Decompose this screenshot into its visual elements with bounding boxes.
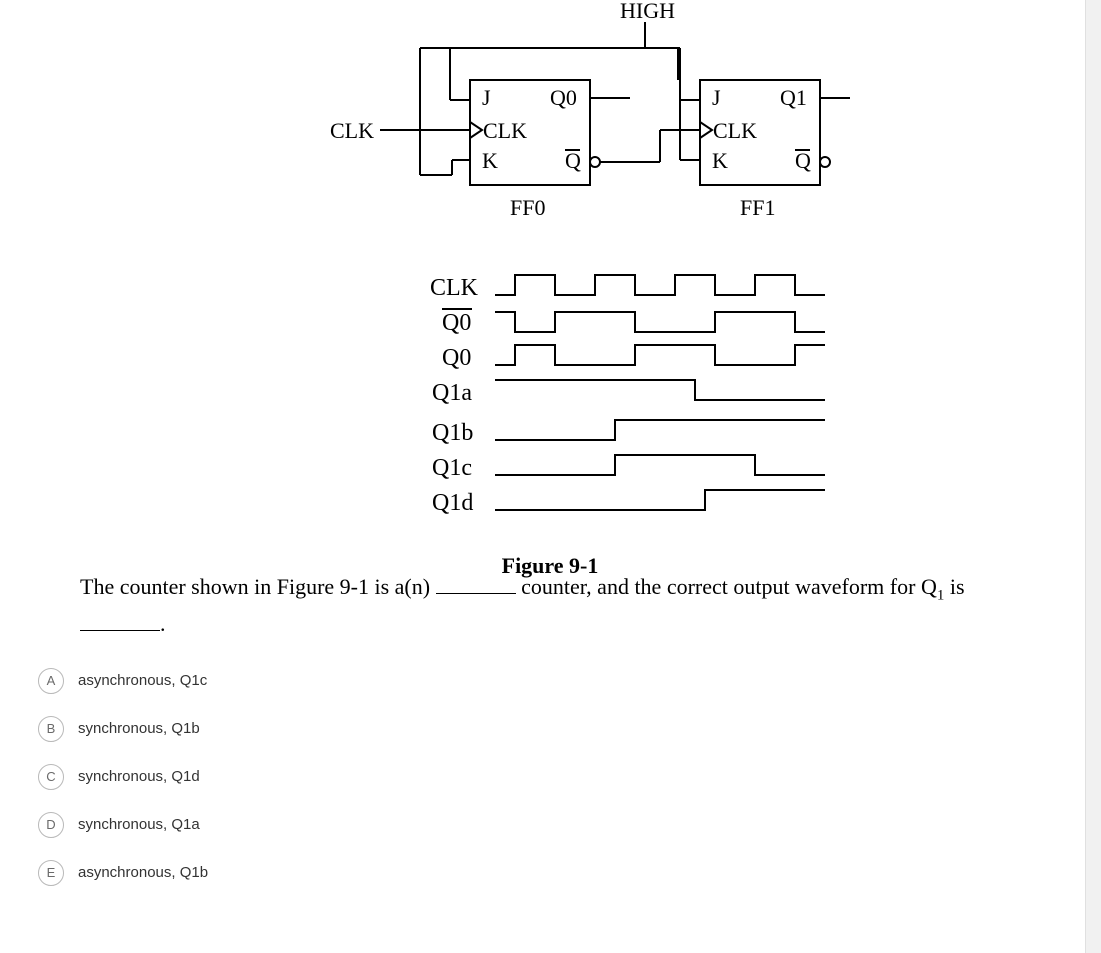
option-c-letter: C [38, 764, 64, 790]
ff0-j-label: J [482, 85, 491, 110]
option-c-text: synchronous, Q1d [78, 768, 200, 785]
ff0-name: FF0 [510, 195, 545, 220]
timing-label-q1b: Q1b [432, 420, 473, 446]
blank-2 [80, 609, 160, 631]
timing-label-q1d: Q1d [432, 490, 473, 516]
scrollbar-track[interactable] [1085, 0, 1101, 953]
option-d-text: synchronous, Q1a [78, 816, 200, 833]
ff0-clk-label: CLK [483, 118, 527, 143]
page-content: HIGH [20, 0, 1080, 908]
ff1-j-label: J [712, 85, 721, 110]
option-a-letter: A [38, 668, 64, 694]
question-text: The counter shown in Figure 9-1 is a(n) … [80, 570, 1040, 640]
timing-label-q0: Q0 [442, 345, 471, 371]
option-a-text: asynchronous, Q1c [78, 672, 207, 689]
timing-label-q1a: Q1a [432, 380, 472, 406]
option-d-letter: D [38, 812, 64, 838]
option-b-text: synchronous, Q1b [78, 720, 200, 737]
clk-source-label: CLK [330, 118, 374, 143]
svg-text:Q0: Q0 [442, 310, 471, 336]
ff1-k-label: K [712, 148, 728, 173]
option-c[interactable]: C synchronous, Q1d [38, 764, 1080, 790]
answer-options: A asynchronous, Q1c B synchronous, Q1b C… [38, 668, 1080, 886]
option-e-letter: E [38, 860, 64, 886]
option-d[interactable]: D synchronous, Q1a [38, 812, 1080, 838]
ff1-q-label: Q1 [780, 85, 807, 110]
figure-9-1-diagram: HIGH [20, 0, 1080, 540]
timing-label-q1c: Q1c [432, 455, 472, 481]
high-label: HIGH [620, 0, 675, 23]
timing-label-clk: CLK [430, 275, 479, 301]
option-e[interactable]: E asynchronous, Q1b [38, 860, 1080, 886]
option-b[interactable]: B synchronous, Q1b [38, 716, 1080, 742]
question-end: . [160, 611, 166, 636]
option-a[interactable]: A asynchronous, Q1c [38, 668, 1080, 694]
svg-text:Q: Q [565, 148, 581, 173]
option-b-letter: B [38, 716, 64, 742]
ff0-k-label: K [482, 148, 498, 173]
figure-caption: Figure 9-1 [20, 553, 1080, 579]
svg-text:Q: Q [795, 148, 811, 173]
option-e-text: asynchronous, Q1b [78, 864, 208, 881]
ff1-clk-label: CLK [713, 118, 757, 143]
ff0-q-label: Q0 [550, 85, 577, 110]
ff1-name: FF1 [740, 195, 775, 220]
